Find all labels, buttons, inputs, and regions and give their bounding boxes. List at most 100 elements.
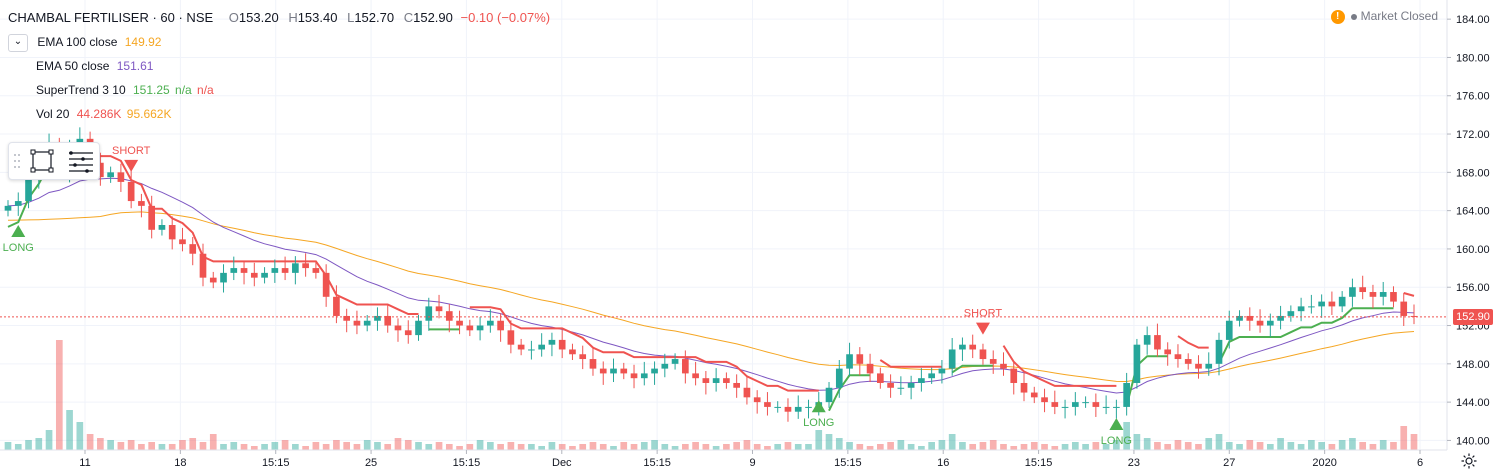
price-tick-label: 184.00 (1456, 14, 1490, 26)
volume-bar (969, 444, 977, 450)
candle-body (764, 402, 771, 407)
candle-body (209, 277, 217, 283)
price-axis[interactable]: 140.00144.00148.00152.00156.00160.00164.… (1447, 14, 1490, 447)
volume-bar (1041, 444, 1048, 450)
volume-bar (4, 442, 12, 450)
candle-body (1102, 406, 1110, 408)
rectangle-icon[interactable] (30, 149, 54, 173)
open-value: 153.20 (238, 10, 279, 25)
price-tick-label: 164.00 (1456, 206, 1490, 218)
candle-body (1041, 397, 1048, 403)
indicator-value: 151.61 (116, 59, 154, 73)
long-signal: LONG (1101, 418, 1132, 447)
candle-body (1287, 311, 1295, 316)
volume-bar (1277, 438, 1284, 450)
candle-body (240, 268, 248, 273)
hamburger-icon[interactable] (69, 151, 93, 173)
volume-bar (1379, 440, 1387, 450)
volume-bar (1318, 442, 1325, 450)
volume-bar (753, 444, 761, 450)
volume-bar (661, 444, 669, 450)
volume-bar (209, 434, 217, 450)
volume-bar (1390, 442, 1397, 450)
volume-bar (55, 340, 63, 450)
candle-body (230, 268, 238, 273)
volume-bar (220, 444, 227, 450)
volume-bar (1184, 442, 1192, 450)
candle-body (363, 320, 371, 326)
supertrend-up-line (828, 374, 871, 412)
candle-body (743, 387, 751, 398)
volume-bar (1195, 444, 1202, 450)
floating-drawing-toolbar[interactable] (8, 142, 100, 180)
price-tick-label: 176.00 (1456, 91, 1490, 103)
short-signal: SHORT (112, 145, 151, 172)
indicator-extra: n/a (197, 83, 214, 97)
volume-bar (76, 422, 84, 450)
candle-body (179, 239, 186, 245)
candle-body (1051, 402, 1059, 407)
high-label: H (288, 10, 298, 25)
market-status[interactable]: ! Market Closed (1330, 9, 1438, 24)
drag-handle-icon[interactable] (14, 154, 20, 168)
candle-body (1379, 292, 1387, 297)
volume-bar (979, 442, 987, 450)
volume-bar (682, 444, 689, 450)
candle-body (1030, 392, 1038, 398)
volume-bar (168, 444, 176, 450)
candle-body (1215, 339, 1223, 364)
candle-body (938, 368, 946, 374)
indicator-name: EMA 100 close (37, 35, 118, 49)
candle-body (569, 349, 576, 355)
indicator-value: 44.286K (76, 107, 122, 121)
candle-body (1328, 301, 1336, 307)
last-price-tag: 152.90 (1453, 308, 1493, 325)
volume-bar (620, 442, 628, 450)
volume-bar (138, 444, 145, 450)
price-tick-label: 156.00 (1456, 282, 1490, 294)
time-tick-label: 23 (1128, 457, 1140, 469)
candle-body (630, 373, 638, 379)
candle-body (425, 306, 433, 321)
volume-bar (445, 444, 453, 450)
volume-bar (14, 444, 22, 450)
open-label: O (228, 10, 239, 25)
time-axis[interactable]: 11 18 15:15 25 15:15 Dec 15:15 9 15:15 16 15:15 23 2… (79, 450, 1423, 469)
indicator-supertrend[interactable]: SuperTrend 3 10 151.25 n/a n/a (8, 78, 550, 102)
indicator-ema100[interactable]: ⌄ EMA 100 close 149.92 (8, 30, 550, 54)
drawing-toolbar-icons (14, 149, 93, 173)
volume-bar (918, 446, 925, 450)
volume-bar (261, 444, 268, 450)
gear-icon[interactable] (1460, 452, 1478, 470)
volume-bar (1205, 438, 1213, 450)
long-arrow-icon (11, 225, 26, 237)
candle-body (825, 387, 833, 403)
volume-bar (579, 444, 587, 450)
candle-body (1318, 301, 1325, 307)
volume-bar (887, 442, 894, 450)
volume-bar (835, 438, 843, 450)
candle-body (548, 339, 556, 345)
close-value: 152.90 (413, 10, 453, 25)
volume-bar (569, 446, 576, 450)
indicator-extra: n/a (175, 83, 192, 97)
volume-bar (558, 444, 566, 450)
candle-body (682, 359, 689, 374)
indicator-volume[interactable]: Vol 20 44.286K 95.662K (8, 102, 550, 126)
candle-body (1308, 306, 1315, 308)
chevron-down-icon[interactable]: ⌄ (8, 33, 28, 52)
volume-bar (322, 444, 330, 450)
volume-bar (897, 440, 905, 450)
symbol-title[interactable]: CHAMBAL FERTILISER · 60 · NSE (8, 10, 214, 25)
candle-body (1277, 315, 1284, 321)
long-arrow-icon (1109, 418, 1124, 430)
symbol-header: CHAMBAL FERTILISER · 60 · NSE O153.20 H 1… (8, 6, 550, 30)
candle-body (948, 349, 956, 369)
indicator-value: 151.25 (132, 83, 170, 97)
volume-bar (302, 446, 309, 450)
indicator-ema50[interactable]: EMA 50 close 151.61 (8, 54, 550, 78)
volume-bars (4, 340, 1418, 450)
supertrend-down-line (89, 139, 419, 315)
candle-body (1174, 354, 1182, 360)
